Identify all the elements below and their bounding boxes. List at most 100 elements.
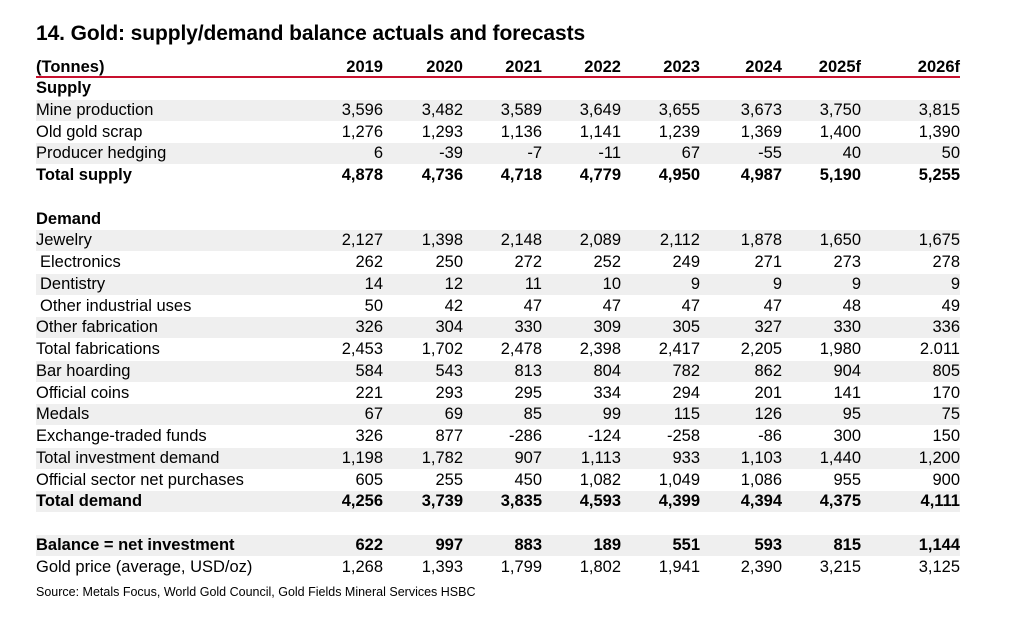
value-cell-2026f: 50: [941, 144, 960, 163]
value-cell-2022: 47: [602, 296, 621, 315]
value-cell-2020: 42: [444, 296, 463, 315]
value-cell-2019: 584: [355, 361, 383, 380]
figure-title: 14. Gold: supply/demand balance actuals …: [36, 22, 586, 45]
column-header-2025f: 2025f: [818, 58, 861, 76]
value-cell-2025f: 95: [842, 405, 861, 424]
value-cell-2023: 249: [672, 253, 700, 271]
value-cell-2022: 1,113: [580, 448, 621, 467]
value-cell-2023: 4,399: [658, 492, 700, 511]
value-cell-2022: 189: [593, 535, 621, 554]
row-label: Dentistry: [40, 274, 106, 293]
value-cell-2019: 221: [355, 383, 383, 402]
value-cell-2022: 10: [602, 274, 621, 293]
row-label: Total supply: [36, 166, 132, 184]
value-cell-2022: 2,089: [579, 231, 621, 250]
table-row-producer-hedging: Producer hedging 6 -39 -7 -11 67 -55 40 50: [36, 143, 960, 165]
value-cell-2023: 115: [673, 405, 700, 424]
value-cell-2026f: 4,111: [920, 492, 960, 511]
row-label: Mine production: [36, 100, 154, 119]
table-row-official-sector-net-purchases: Official sector net purchases 605 255 450 1,…: [36, 470, 960, 491]
value-cell-2020: -39: [439, 144, 463, 163]
row-label: Official coins: [36, 383, 130, 402]
value-cell-2019: 2,127: [341, 231, 383, 250]
value-cell-2025f: 3,750: [819, 100, 861, 119]
value-cell-2021: 3,589: [500, 100, 542, 119]
value-cell-2024: -86: [758, 427, 782, 445]
value-cell-2024: -55: [758, 144, 782, 163]
value-cell-2021: 272: [514, 253, 542, 271]
value-cell-2023: 47: [681, 296, 700, 315]
value-cell-2021: 1,136: [500, 122, 542, 141]
value-cell-2026f: 9: [950, 274, 960, 293]
value-cell-2026f: 170: [932, 383, 960, 402]
value-cell-2022: 309: [593, 318, 621, 337]
value-cell-2025f: 273: [833, 253, 861, 271]
value-cell-2024: 2,390: [740, 557, 782, 576]
unit-label: (Tonnes): [36, 58, 105, 76]
row-label: Bar hoarding: [36, 361, 131, 380]
value-cell-2019: 1,198: [341, 448, 383, 467]
value-cell-2024: 593: [754, 535, 782, 554]
value-cell-2024: 2,205: [740, 340, 782, 358]
value-cell-2020: 255: [435, 470, 463, 489]
value-cell-2021: 295: [514, 383, 542, 402]
value-cell-2020: 3,739: [421, 492, 463, 511]
table-row-gold-price-average-usd-oz: Gold price (average, USD/oz) 1,268 1,393 1,…: [36, 557, 960, 578]
row-label: Other fabrication: [36, 318, 158, 337]
table-header: (Tonnes) 2019 2020 2021 2022 2023 2024 2025f 20…: [36, 56, 960, 78]
table-row-official-coins: Official coins 221 293 295 334 294 201 141 170: [36, 383, 960, 404]
value-cell-2023: 933: [672, 448, 700, 467]
value-cell-2025f: 4,375: [819, 492, 861, 511]
value-cell-2024: 1,086: [740, 470, 782, 489]
value-cell-2026f: 278: [932, 253, 960, 271]
row-label: Total fabrications: [36, 340, 160, 358]
value-cell-2022: 804: [593, 361, 621, 380]
value-cell-2022: 1,141: [579, 122, 621, 141]
value-cell-2024: 47: [763, 296, 782, 315]
value-cell-2022: -124: [587, 427, 621, 445]
value-cell-2023: 294: [672, 383, 700, 402]
value-cell-2019: 3,596: [341, 100, 383, 119]
value-cell-2026f: 150: [932, 427, 960, 445]
value-cell-2020: 1,293: [421, 122, 463, 141]
value-cell-2024: 126: [754, 405, 782, 424]
table-row-mine-production: Mine production 3,596 3,482 3,589 3,649 3,655…: [36, 99, 960, 121]
value-cell-2022: 4,593: [579, 492, 621, 511]
value-cell-2021: 907: [514, 448, 542, 467]
value-cell-2025f: 955: [833, 470, 861, 489]
value-cell-2019: 50: [364, 296, 383, 315]
value-cell-2021: 450: [514, 470, 542, 489]
row-label: Balance = net investment: [36, 535, 235, 554]
value-cell-2026f: 900: [932, 470, 960, 489]
row-label: Gold price (average, USD/oz): [36, 557, 253, 576]
value-cell-2025f: 9: [851, 274, 861, 293]
value-cell-2022: 1,082: [579, 470, 621, 489]
value-cell-2019: 326: [355, 318, 383, 337]
value-cell-2021: 3,835: [500, 492, 542, 511]
value-cell-2020: 4,736: [421, 166, 463, 184]
value-cell-2021: 11: [524, 274, 542, 293]
value-cell-2022: 4,779: [579, 166, 621, 184]
value-cell-2019: 14: [364, 274, 383, 293]
column-header-2022: 2022: [584, 58, 621, 76]
value-cell-2023: 782: [672, 361, 700, 380]
table-row-other-industrial-uses: Other industrial uses 50 42 47 47 47 47 48 49: [36, 296, 960, 317]
value-cell-2023: 1,239: [658, 122, 700, 141]
table-row-jewelry: Jewelry 2,127 1,398 2,148 2,089 2,112 1,878 1,6…: [36, 230, 960, 252]
row-label: Exchange-traded funds: [36, 427, 207, 445]
value-cell-2023: 1,049: [658, 470, 700, 489]
value-cell-2024: 3,673: [740, 100, 782, 119]
source-note: Source: Metals Focus, World Gold Council…: [36, 585, 476, 599]
value-cell-2021: 813: [514, 361, 542, 380]
value-cell-2022: 3,649: [579, 100, 621, 119]
value-cell-2022: 2,398: [579, 340, 621, 358]
column-header-2019: 2019: [346, 58, 383, 76]
row-label: Producer hedging: [36, 144, 167, 163]
value-cell-2020: 304: [435, 318, 463, 337]
value-cell-2023: 1,941: [658, 557, 700, 576]
value-cell-2026f: 49: [941, 296, 960, 315]
table-row-other-fabrication: Other fabrication 326 304 330 309 305 327 330 33…: [36, 317, 960, 339]
value-cell-2019: 605: [355, 470, 383, 489]
value-cell-2025f: 815: [833, 535, 861, 554]
